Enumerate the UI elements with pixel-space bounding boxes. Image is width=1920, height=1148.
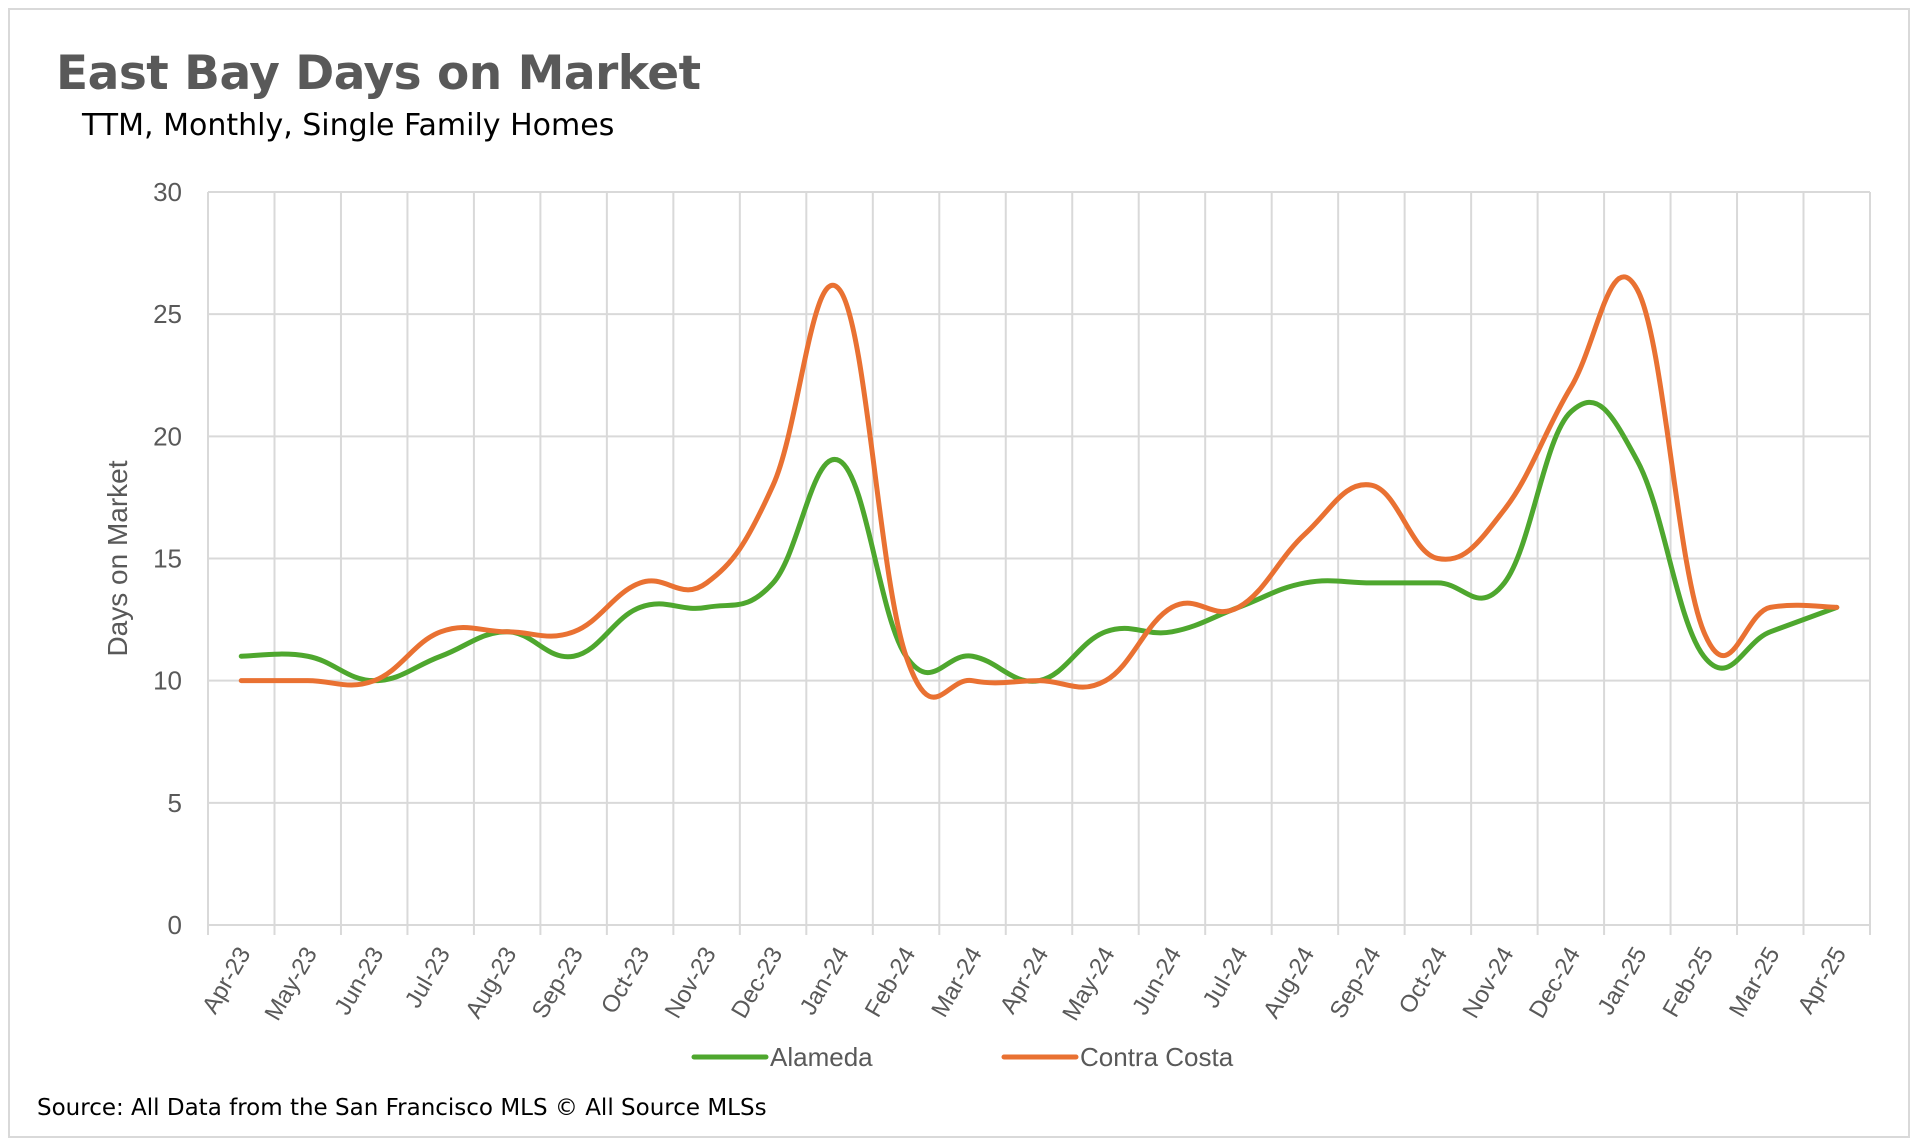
x-tick-label: Jan-24 (795, 943, 855, 1020)
legend-label: Alameda (770, 1042, 873, 1072)
chart-frame (8, 8, 1910, 1138)
x-tick-label: Apr-24 (995, 943, 1054, 1019)
x-tick-label: Apr-25 (1793, 943, 1852, 1019)
x-tick-label: Oct-23 (596, 943, 655, 1019)
series-lines (238, 274, 1840, 700)
x-tick-label: Jun-24 (1127, 943, 1187, 1020)
legend-label: Contra Costa (1080, 1042, 1234, 1072)
x-tick-label: Dec-24 (1524, 943, 1586, 1024)
y-tick-label: 10 (153, 666, 182, 696)
x-tick-label: Mar-25 (1724, 943, 1785, 1022)
series-line-contra-costa (238, 274, 1840, 700)
grid (207, 191, 1871, 935)
x-tick-label: Aug-23 (460, 943, 522, 1024)
chart-subtitle: TTM, Monthly, Single Family Homes (82, 108, 615, 143)
x-tick-label: Aug-24 (1258, 943, 1320, 1024)
x-tick-label: Sep-24 (1325, 943, 1387, 1024)
x-axis-ticks: Apr-23 May-23 Jun-23 Jul-23 Aug-23 Sep-23 Oct-… (197, 943, 1852, 1026)
series-line-alameda (238, 399, 1840, 684)
x-tick-label: Jun-23 (329, 943, 389, 1020)
x-tick-label: Nov-23 (660, 943, 722, 1024)
y-tick-label: 15 (153, 544, 182, 574)
x-tick-label: Jul-24 (1198, 943, 1254, 1013)
x-tick-label: Mar-24 (926, 943, 987, 1022)
x-tick-label: May-24 (1057, 943, 1120, 1026)
y-tick-label: 5 (168, 788, 182, 818)
x-tick-label: Feb-25 (1658, 943, 1719, 1022)
y-axis-label: Days on Market (102, 460, 133, 656)
y-tick-label: 25 (153, 299, 182, 329)
x-tick-label: May-23 (260, 943, 323, 1026)
chart-title: East Bay Days on Market (56, 46, 701, 101)
y-tick-label: 0 (168, 910, 182, 940)
x-tick-label: Dec-23 (726, 943, 788, 1024)
source-note: Source: All Data from the San Francisco … (37, 1095, 767, 1121)
x-tick-label: Apr-23 (197, 943, 256, 1019)
y-tick-label: 30 (153, 177, 182, 207)
x-tick-label: Feb-24 (860, 943, 921, 1022)
x-tick-label: Jan-25 (1592, 943, 1652, 1020)
x-tick-label: Oct-24 (1394, 943, 1453, 1019)
x-tick-label: Nov-24 (1457, 943, 1519, 1024)
y-axis-ticks: 0 5 10 15 20 25 30 (153, 177, 182, 940)
y-tick-label: 20 (153, 421, 182, 451)
x-tick-label: Sep-23 (527, 943, 589, 1024)
legend: Alameda Contra Costa (691, 1042, 1234, 1072)
x-tick-label: Jul-23 (400, 943, 456, 1013)
